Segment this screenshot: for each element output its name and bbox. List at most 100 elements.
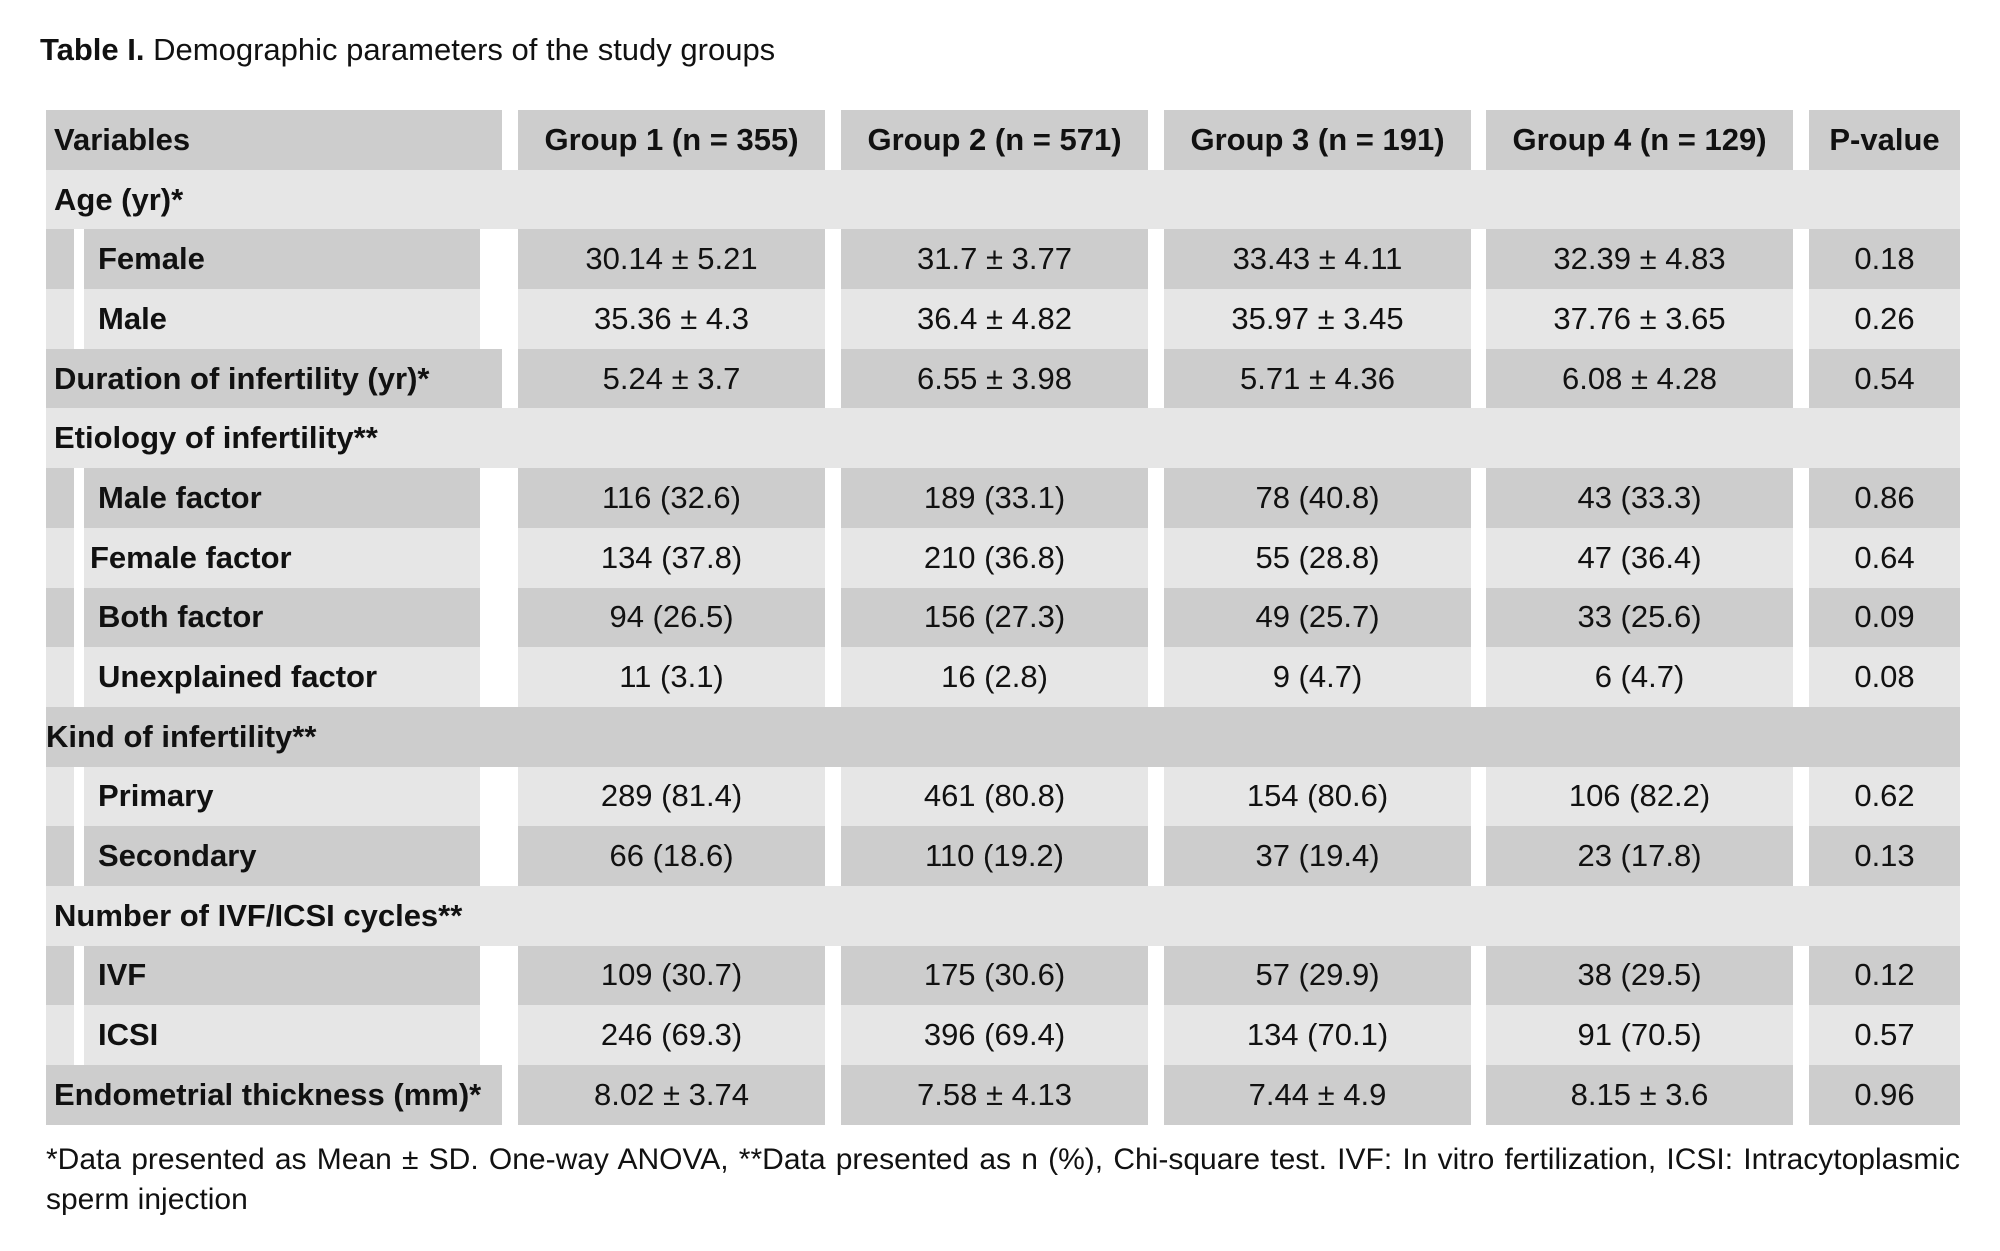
cell-group-1: 94 (26.5)	[518, 587, 825, 648]
cell-group-4: 43 (33.3)	[1486, 468, 1793, 528]
cell-group-3: 9 (4.7)	[1164, 647, 1471, 707]
row-label: Male	[46, 289, 480, 349]
row-label: ICSI	[46, 1005, 480, 1065]
cell-group-4: 8.15 ± 3.6	[1486, 1065, 1793, 1125]
cell-group-3: 57 (29.9)	[1164, 945, 1471, 1006]
header-group-1: Group 1 (n = 355)	[518, 110, 825, 170]
cell-group-3: 5.71 ± 4.36	[1164, 348, 1471, 409]
cell-group-3: 33.43 ± 4.11	[1164, 229, 1471, 290]
cell-group-2: 461 (80.8)	[841, 766, 1148, 827]
section-label: Age (yr)*	[54, 181, 184, 217]
cell-group-3: 154 (80.6)	[1164, 766, 1471, 827]
cell-p-value: 0.08	[1809, 647, 1960, 707]
table-row: Female factor 134 (37.8) 210 (36.8) 55 (…	[46, 527, 1960, 588]
cell-group-3: 78 (40.8)	[1164, 468, 1471, 528]
table-row: Unexplained factor 11 (3.1) 16 (2.8) 9 (…	[46, 647, 1960, 707]
cell-group-4: 23 (17.8)	[1486, 826, 1793, 886]
row-label: IVF	[46, 945, 480, 1006]
cell-group-3: 7.44 ± 4.9	[1164, 1065, 1471, 1125]
cell-p-value: 0.13	[1809, 826, 1960, 886]
header-group-3: Group 3 (n = 191)	[1164, 110, 1471, 170]
cell-group-1: 5.24 ± 3.7	[518, 348, 825, 409]
table-caption-text: Demographic parameters of the study grou…	[153, 32, 776, 67]
table-row: Duration of infertility (yr)* 5.24 ± 3.7…	[46, 348, 1960, 409]
cell-group-1: 11 (3.1)	[518, 647, 825, 707]
table-header-row: Variables Group 1 (n = 355) Group 2 (n =…	[46, 110, 1960, 170]
cell-p-value: 0.18	[1809, 229, 1960, 290]
cell-group-4: 6 (4.7)	[1486, 647, 1793, 707]
cell-group-1: 35.36 ± 4.3	[518, 289, 825, 349]
cell-group-2: 175 (30.6)	[841, 945, 1148, 1006]
cell-group-2: 31.7 ± 3.77	[841, 229, 1148, 290]
cell-group-1: 8.02 ± 3.74	[518, 1065, 825, 1125]
table-row: Endometrial thickness (mm)* 8.02 ± 3.74 …	[46, 1065, 1960, 1125]
cell-p-value: 0.54	[1809, 348, 1960, 409]
cell-p-value: 0.64	[1809, 527, 1960, 588]
cell-group-4: 91 (70.5)	[1486, 1005, 1793, 1065]
cell-group-1: 246 (69.3)	[518, 1005, 825, 1065]
table-row: IVF 109 (30.7) 175 (30.6) 57 (29.9) 38 (…	[46, 945, 1960, 1006]
section-age: Age (yr)*	[46, 169, 1960, 230]
cell-group-2: 110 (19.2)	[841, 826, 1148, 886]
section-label: Etiology of infertility**	[54, 420, 378, 456]
header-group-4: Group 4 (n = 129)	[1486, 110, 1793, 170]
table-row: Male factor 116 (32.6) 189 (33.1) 78 (40…	[46, 468, 1960, 528]
section-etiology: Etiology of infertility**	[46, 408, 1960, 469]
cell-group-3: 37 (19.4)	[1164, 826, 1471, 886]
section-label: Number of IVF/ICSI cycles**	[54, 897, 463, 933]
row-label: Secondary	[46, 826, 480, 886]
table-row: Female 30.14 ± 5.21 31.7 ± 3.77 33.43 ± …	[46, 229, 1960, 290]
row-label: Female	[46, 229, 480, 290]
cell-group-2: 396 (69.4)	[841, 1005, 1148, 1065]
section-cycles: Number of IVF/ICSI cycles**	[46, 885, 1960, 946]
header-group-2: Group 2 (n = 571)	[841, 110, 1148, 170]
cell-group-4: 106 (82.2)	[1486, 766, 1793, 827]
cell-group-3: 49 (25.7)	[1164, 587, 1471, 648]
cell-group-1: 134 (37.8)	[518, 527, 825, 588]
cell-p-value: 0.96	[1809, 1065, 1960, 1125]
cell-p-value: 0.26	[1809, 289, 1960, 349]
cell-group-2: 189 (33.1)	[841, 468, 1148, 528]
header-variables: Variables	[46, 110, 502, 170]
cell-group-1: 289 (81.4)	[518, 766, 825, 827]
cell-group-1: 30.14 ± 5.21	[518, 229, 825, 290]
cell-p-value: 0.09	[1809, 587, 1960, 648]
cell-group-4: 38 (29.5)	[1486, 945, 1793, 1006]
cell-group-1: 109 (30.7)	[518, 945, 825, 1006]
cell-group-3: 35.97 ± 3.45	[1164, 289, 1471, 349]
row-label: Male factor	[46, 468, 480, 528]
cell-group-2: 210 (36.8)	[841, 527, 1148, 588]
demographics-table: Variables Group 1 (n = 355) Group 2 (n =…	[46, 110, 1960, 1125]
cell-group-4: 6.08 ± 4.28	[1486, 348, 1793, 409]
table-row: Male 35.36 ± 4.3 36.4 ± 4.82 35.97 ± 3.4…	[46, 289, 1960, 349]
cell-group-2: 6.55 ± 3.98	[841, 348, 1148, 409]
cell-p-value: 0.57	[1809, 1005, 1960, 1065]
cell-group-4: 37.76 ± 3.65	[1486, 289, 1793, 349]
section-label: Kind of infertility**	[46, 718, 317, 754]
table-row: Primary 289 (81.4) 461 (80.8) 154 (80.6)…	[46, 766, 1960, 827]
header-p-value: P-value	[1809, 110, 1960, 170]
row-label: Primary	[46, 766, 480, 827]
cell-p-value: 0.62	[1809, 766, 1960, 827]
cell-group-1: 116 (32.6)	[518, 468, 825, 528]
cell-p-value: 0.86	[1809, 468, 1960, 528]
cell-group-4: 33 (25.6)	[1486, 587, 1793, 648]
cell-group-1: 66 (18.6)	[518, 826, 825, 886]
cell-group-3: 134 (70.1)	[1164, 1005, 1471, 1065]
section-kind: Kind of infertility**	[46, 706, 1960, 767]
cell-p-value: 0.12	[1809, 945, 1960, 1006]
table-caption-label: Table I.	[40, 32, 145, 67]
cell-group-2: 156 (27.3)	[841, 587, 1148, 648]
cell-group-2: 16 (2.8)	[841, 647, 1148, 707]
cell-group-4: 32.39 ± 4.83	[1486, 229, 1793, 290]
row-label: Both factor	[46, 587, 480, 648]
table-row: ICSI 246 (69.3) 396 (69.4) 134 (70.1) 91…	[46, 1005, 1960, 1065]
row-label: Female factor	[46, 527, 480, 588]
table-footnote: *Data presented as Mean ± SD. One-way AN…	[46, 1143, 1960, 1216]
table-row: Both factor 94 (26.5) 156 (27.3) 49 (25.…	[46, 587, 1960, 648]
table-row: Secondary 66 (18.6) 110 (19.2) 37 (19.4)…	[46, 826, 1960, 886]
cell-group-2: 36.4 ± 4.82	[841, 289, 1148, 349]
cell-group-3: 55 (28.8)	[1164, 527, 1471, 588]
row-label: Duration of infertility (yr)*	[46, 348, 502, 409]
row-label: Endometrial thickness (mm)*	[46, 1065, 502, 1125]
